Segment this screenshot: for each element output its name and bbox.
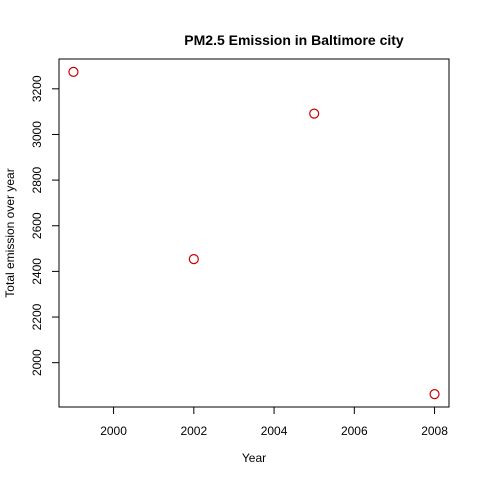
y-tick-label: 2400 [30,258,44,285]
y-tick-label: 2200 [30,303,44,330]
data-points [68,66,440,400]
y-tick-label: 3200 [30,75,44,102]
x-tick-label: 2004 [261,424,288,438]
y-axis-label: Total emission over year [3,168,17,297]
y-tick-label: 2600 [30,212,44,239]
y-tick-label: 3000 [30,121,44,148]
plot-frame [58,58,450,408]
x-axis-label: Year [242,451,266,465]
x-axis: 2000 2002 2004 2006 2008 [100,406,448,438]
y-axis: 2000 2200 2400 2600 2800 3000 3200 [30,75,60,376]
x-tick-label: 2002 [180,424,207,438]
data-point [429,389,440,400]
x-tick-label: 2008 [421,424,448,438]
data-point [188,253,199,265]
y-tick-label: 2800 [30,166,44,193]
data-point [309,108,320,119]
chart-title: PM2.5 Emission in Baltimore city [184,32,404,48]
y-tick-label: 2000 [30,349,44,376]
x-tick-label: 2000 [100,424,127,438]
x-tick-label: 2006 [341,424,368,438]
data-point [68,66,79,77]
